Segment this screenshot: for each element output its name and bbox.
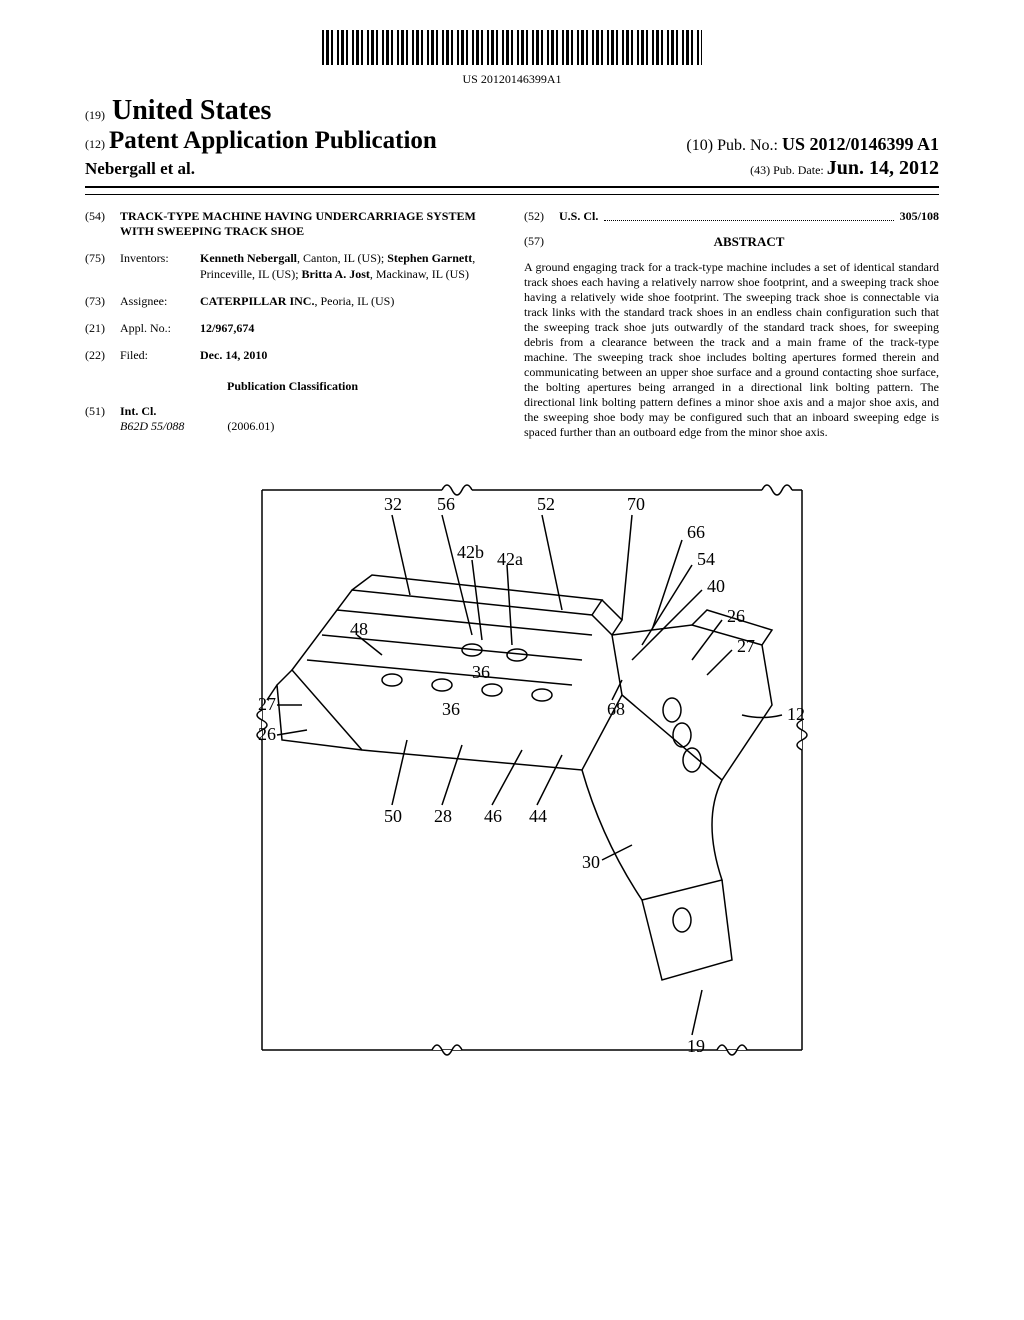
inventors-row: (75) Inventors: Kenneth Nebergall, Canto…	[85, 251, 500, 282]
country-code: (19)	[85, 108, 105, 122]
assignee-row: (73) Assignee: CATERPILLAR INC., Peoria,…	[85, 294, 500, 309]
assignee-code: (73)	[85, 294, 120, 309]
int-cl-value: B62D 55/088	[120, 419, 184, 433]
fig-label-56: 56	[437, 494, 455, 514]
pub-date-code: (43)	[750, 163, 770, 177]
pub-classification-label: Publication Classification	[85, 379, 500, 394]
country-name: United States	[112, 95, 271, 126]
inventors-value: Kenneth Nebergall, Canton, IL (US); Step…	[200, 251, 500, 282]
fig-label-27b: 27	[258, 694, 276, 714]
pub-title: Patent Application Publication	[109, 127, 437, 154]
patent-figure: 32 56 52 70 66 54 40 26 27 42b 42a 36 36…	[162, 460, 862, 1080]
int-cl-code: (51)	[85, 404, 120, 419]
pub-date-label: Pub. Date:	[773, 163, 824, 177]
publication-line: (12) Patent Application Publication (10)…	[85, 127, 939, 155]
fig-label-28: 28	[434, 806, 452, 826]
title-row: (54) TRACK-TYPE MACHINE HAVING UNDERCARR…	[85, 209, 500, 239]
authors: Nebergall et al.	[85, 159, 195, 179]
fig-label-66: 66	[687, 522, 705, 542]
fig-label-68: 68	[607, 699, 625, 719]
pub-date: Jun. 14, 2012	[827, 157, 939, 179]
abstract-code: (57)	[524, 234, 559, 256]
title-code: (54)	[85, 209, 120, 239]
fig-label-42b: 42b	[457, 542, 484, 562]
author-line: Nebergall et al. (43) Pub. Date: Jun. 14…	[85, 157, 939, 180]
inventors-code: (75)	[85, 251, 120, 282]
fig-label-32: 32	[384, 494, 402, 514]
filed-label: Filed:	[120, 348, 200, 363]
fig-label-48: 48	[350, 619, 368, 639]
abstract-text: A ground engaging track for a track-type…	[524, 260, 939, 440]
int-cl-year: (2006.01)	[227, 419, 274, 433]
us-cl-value: 305/108	[900, 209, 939, 224]
us-cl-code: (52)	[524, 209, 559, 224]
pub-no-code: (10)	[686, 137, 713, 154]
pub-no: US 2012/0146399 A1	[782, 134, 939, 154]
fig-label-50: 50	[384, 806, 402, 826]
abstract-label: ABSTRACT	[559, 234, 939, 250]
us-cl-dots	[604, 209, 893, 221]
fig-label-26b: 26	[258, 724, 276, 744]
country-line: (19) United States	[85, 95, 939, 127]
left-column: (54) TRACK-TYPE MACHINE HAVING UNDERCARR…	[85, 209, 500, 440]
fig-label-30: 30	[582, 852, 600, 872]
inventors-label: Inventors:	[120, 251, 200, 282]
assignee-value: CATERPILLAR INC., Peoria, IL (US)	[200, 294, 500, 309]
fig-label-70: 70	[627, 494, 645, 514]
pub-no-section: (10) Pub. No.: US 2012/0146399 A1	[686, 134, 939, 155]
header-divider-thin	[85, 194, 939, 195]
content-columns: (54) TRACK-TYPE MACHINE HAVING UNDERCARR…	[85, 209, 939, 440]
pub-date-section: (43) Pub. Date: Jun. 14, 2012	[750, 157, 939, 180]
filed-value: Dec. 14, 2010	[200, 348, 500, 363]
abstract-header-row: (57) ABSTRACT	[524, 234, 939, 256]
fig-label-54: 54	[697, 549, 715, 569]
fig-label-36a: 36	[472, 662, 490, 682]
header-divider-thick	[85, 186, 939, 188]
barcode-text: US 20120146399A1	[85, 72, 939, 87]
fig-label-26: 26	[727, 606, 745, 626]
pub-no-label: Pub. No.:	[717, 137, 778, 154]
fig-label-27: 27	[737, 636, 755, 656]
invention-title: TRACK-TYPE MACHINE HAVING UNDERCARRIAGE …	[120, 209, 500, 239]
fig-label-42a: 42a	[497, 549, 523, 569]
fig-label-19: 19	[687, 1036, 705, 1056]
us-cl-label: U.S. Cl.	[559, 209, 598, 224]
filed-code: (22)	[85, 348, 120, 363]
int-cl-label: Int. Cl.	[120, 404, 156, 419]
int-cl-detail: B62D 55/088 (2006.01)	[120, 419, 500, 434]
fig-label-52: 52	[537, 494, 555, 514]
figure-container: 32 56 52 70 66 54 40 26 27 42b 42a 36 36…	[85, 460, 939, 1085]
barcode-image	[322, 30, 702, 65]
appl-label: Appl. No.:	[120, 321, 200, 336]
appl-value: 12/967,674	[200, 321, 500, 336]
int-cl-row: (51) Int. Cl.	[85, 404, 500, 419]
fig-label-44: 44	[529, 806, 547, 826]
right-column: (52) U.S. Cl. 305/108 (57) ABSTRACT A gr…	[524, 209, 939, 440]
fig-label-40: 40	[707, 576, 725, 596]
pub-type-code: (12)	[85, 137, 105, 151]
us-cl-row: (52) U.S. Cl. 305/108	[524, 209, 939, 224]
fig-label-46: 46	[484, 806, 502, 826]
barcode-section: US 20120146399A1	[85, 30, 939, 87]
fig-label-36b: 36	[442, 699, 460, 719]
document-header: (19) United States (12) Patent Applicati…	[85, 95, 939, 180]
filed-row: (22) Filed: Dec. 14, 2010	[85, 348, 500, 363]
appl-code: (21)	[85, 321, 120, 336]
assignee-label: Assignee:	[120, 294, 200, 309]
appl-row: (21) Appl. No.: 12/967,674	[85, 321, 500, 336]
fig-label-12: 12	[787, 704, 805, 724]
